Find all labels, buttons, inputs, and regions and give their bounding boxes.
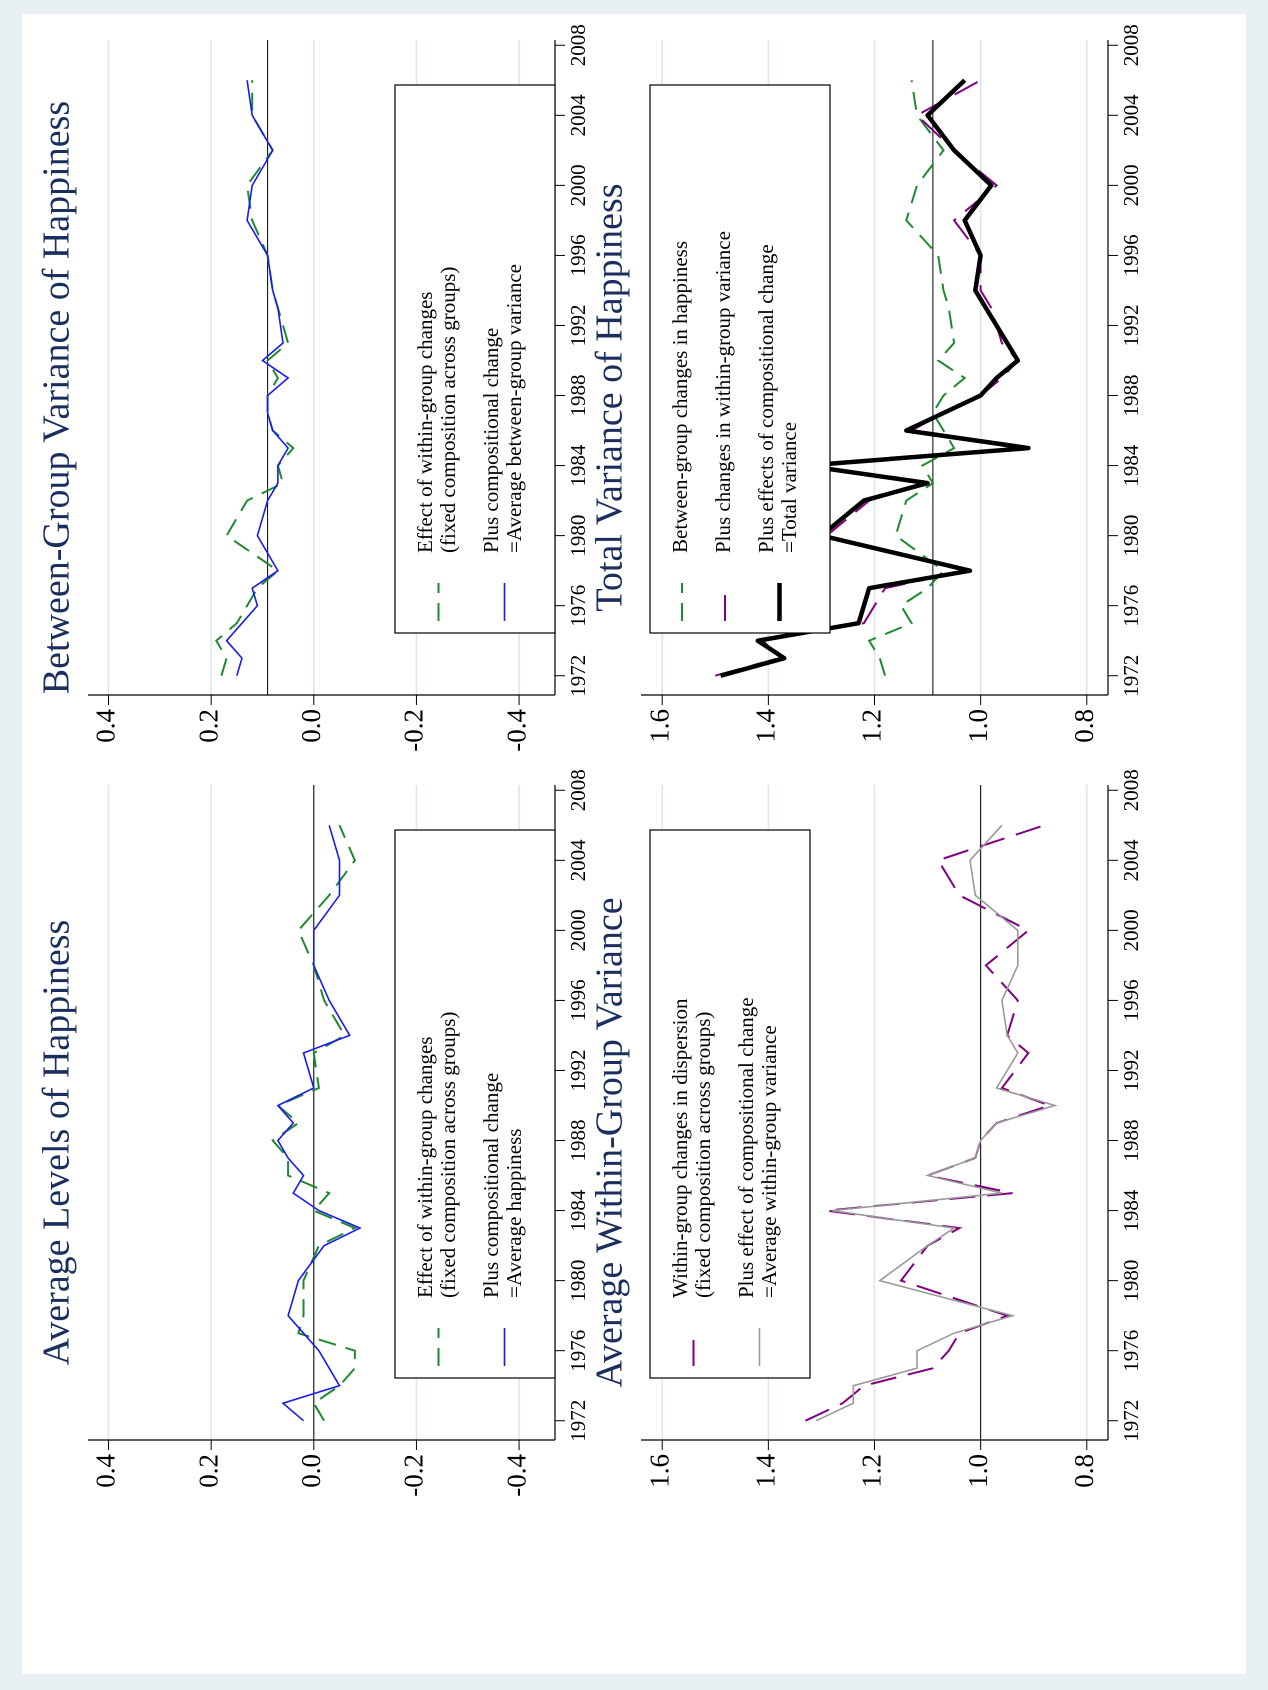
x-tick-label: 1980 (1119, 1260, 1143, 1302)
legend-label: Effect of within-group changes (413, 292, 437, 553)
x-tick-label: 1996 (1119, 979, 1143, 1021)
panel: Total Variance of Happiness 1.6 1.4 1.2 1.0 0… (589, 24, 1143, 742)
y-tick-label: 0.2 (193, 709, 223, 743)
y-tick-label: 0.4 (91, 709, 121, 743)
x-tick-label: 1988 (566, 1120, 590, 1162)
y-tick-label: 1.6 (644, 1454, 674, 1488)
x-tick-label: 1984 (566, 444, 590, 487)
x-tick-label: 1976 (566, 1330, 590, 1372)
legend-label: Plus effect of compositional change (734, 997, 758, 1298)
legend-label: =Average between-group variance (502, 264, 526, 553)
x-tick-label: 2000 (566, 909, 590, 951)
legend-label: =Average within-group variance (757, 1025, 781, 1298)
legend-box (649, 84, 831, 634)
y-tick-label: 1.6 (644, 709, 674, 743)
legend-label: (fixed composition across groups) (436, 1012, 460, 1298)
x-tick-label: 1992 (1119, 1049, 1143, 1091)
x-tick-label: 1984 (566, 1189, 590, 1232)
x-tick-label: 1984 (1119, 1189, 1143, 1232)
y-tick-label: -0.2 (399, 709, 429, 752)
y-tick-label: 1.4 (751, 1454, 781, 1488)
x-tick-label: 1972 (566, 655, 590, 697)
series-line (225, 80, 290, 676)
x-tick-label: 1980 (1119, 515, 1143, 557)
y-tick-label: 0.8 (1069, 1454, 1099, 1488)
legend-label: (fixed composition across groups) (691, 1012, 715, 1298)
legend-label: Within-group changes in dispersion (668, 998, 692, 1298)
x-tick-label: 1988 (566, 375, 590, 417)
x-tick-label: 1972 (566, 1400, 590, 1442)
series-line (276, 825, 362, 1422)
x-tick-label: 2004 (1119, 839, 1143, 882)
legend-label: Plus effects of compositional change (754, 244, 778, 553)
y-tick-label: 1.4 (751, 709, 781, 743)
x-tick-label: 2000 (1119, 164, 1143, 206)
x-tick-label: 2000 (566, 164, 590, 206)
chart-title: Total Variance of Happiness (589, 183, 631, 611)
series-line (720, 78, 1031, 678)
legend-box (394, 829, 556, 1379)
x-tick-label: 1992 (566, 304, 590, 346)
legend-box (394, 84, 556, 634)
y-tick-label: 1.0 (963, 1454, 993, 1488)
legend-label: Plus changes in within-group variance (711, 231, 735, 553)
y-tick-label: -0.4 (501, 1454, 531, 1497)
x-tick-label: 2004 (566, 94, 590, 137)
graph-region (22, 14, 1246, 1674)
y-tick-label: -0.4 (501, 709, 531, 752)
rotated-figure: Average Levels of Happiness 0.4 0.2 0.0 -0.2… (36, 24, 1143, 1496)
y-tick-label: 0.2 (193, 1454, 223, 1488)
legend-label: Plus compositional change (479, 1073, 503, 1298)
y-tick-label: 1.2 (857, 709, 887, 743)
x-tick-label: 1976 (1119, 1330, 1143, 1372)
y-tick-label: -0.2 (399, 1454, 429, 1497)
y-tick-label: 0.0 (296, 1454, 326, 1488)
x-tick-label: 2004 (1119, 94, 1143, 137)
x-tick-label: 2000 (1119, 909, 1143, 951)
legend-box (649, 829, 811, 1379)
x-tick-label: 1972 (1119, 1400, 1143, 1442)
panel: Average Levels of Happiness 0.4 0.2 0.0 -0.2… (36, 769, 590, 1496)
panel: Between-Group Variance of Happiness 0.4 0.… (36, 24, 590, 751)
legend-label: =Total variance (777, 422, 801, 553)
x-tick-label: 2008 (566, 769, 590, 811)
x-tick-label: 1972 (1119, 655, 1143, 697)
series-line (867, 80, 967, 676)
legend-label: Effect of within-group changes (413, 1037, 437, 1298)
x-tick-label: 2004 (566, 839, 590, 882)
x-tick-label: 1976 (1119, 585, 1143, 627)
legend-label: =Average happiness (502, 1129, 526, 1298)
series-line (815, 824, 1058, 1422)
x-tick-label: 1996 (1119, 234, 1143, 276)
x-tick-label: 1976 (566, 585, 590, 627)
legend-label: (fixed composition across groups) (436, 267, 460, 553)
y-tick-label: 0.0 (296, 709, 326, 743)
x-tick-label: 1996 (566, 234, 590, 276)
x-tick-label: 1988 (1119, 375, 1143, 417)
x-tick-label: 1992 (1119, 304, 1143, 346)
x-tick-label: 2008 (1119, 769, 1143, 811)
x-tick-label: 1984 (1119, 444, 1143, 487)
x-tick-label: 1988 (1119, 1120, 1143, 1162)
chart-title: Average Within-Group Variance (589, 897, 631, 1387)
panel: Average Within-Group Variance 1.6 1.4 1.2 1.… (589, 769, 1143, 1487)
x-tick-label: 2008 (1119, 24, 1143, 66)
x-tick-label: 1992 (566, 1049, 590, 1091)
y-tick-label: 0.8 (1069, 709, 1099, 743)
legend-label: Plus compositional change (479, 328, 503, 553)
y-tick-label: 1.0 (963, 709, 993, 743)
y-tick-label: 1.2 (857, 1454, 887, 1488)
x-tick-label: 1996 (566, 979, 590, 1021)
legend-label: Between-group changes in happiness (668, 241, 692, 553)
x-tick-label: 1980 (566, 515, 590, 557)
chart-title: Average Levels of Happiness (36, 920, 78, 1366)
chart-title: Between-Group Variance of Happiness (36, 101, 78, 694)
x-tick-label: 2008 (566, 24, 590, 66)
y-tick-label: 0.4 (91, 1454, 121, 1488)
x-tick-label: 1980 (566, 1260, 590, 1302)
